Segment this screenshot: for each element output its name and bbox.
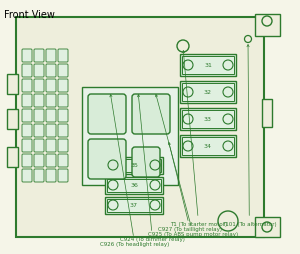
Bar — [182, 84, 234, 102]
FancyBboxPatch shape — [46, 50, 56, 63]
FancyBboxPatch shape — [46, 154, 56, 167]
FancyBboxPatch shape — [22, 154, 32, 167]
FancyBboxPatch shape — [34, 95, 44, 108]
FancyBboxPatch shape — [46, 65, 56, 78]
FancyBboxPatch shape — [132, 95, 170, 134]
FancyBboxPatch shape — [58, 50, 68, 63]
FancyBboxPatch shape — [46, 95, 56, 108]
FancyBboxPatch shape — [46, 109, 56, 122]
FancyBboxPatch shape — [132, 147, 160, 177]
FancyBboxPatch shape — [34, 50, 44, 63]
Bar — [7, 147, 18, 167]
Bar — [262, 100, 272, 128]
FancyBboxPatch shape — [34, 65, 44, 78]
Text: C926 (To headlight relay): C926 (To headlight relay) — [100, 95, 169, 246]
Text: T1 (To starter motor): T1 (To starter motor) — [170, 51, 227, 226]
FancyBboxPatch shape — [22, 139, 32, 152]
FancyBboxPatch shape — [58, 109, 68, 122]
Text: 33: 33 — [204, 117, 212, 122]
Text: C925 (To ABS pump motor relay): C925 (To ABS pump motor relay) — [148, 95, 238, 236]
Bar — [180, 108, 236, 131]
FancyBboxPatch shape — [46, 139, 56, 152]
Text: 31: 31 — [204, 63, 212, 68]
Bar — [105, 157, 163, 174]
Bar — [182, 110, 234, 129]
FancyBboxPatch shape — [22, 80, 32, 93]
Bar — [180, 82, 236, 104]
Text: 37: 37 — [130, 203, 138, 208]
FancyBboxPatch shape — [22, 95, 32, 108]
FancyBboxPatch shape — [34, 154, 44, 167]
FancyBboxPatch shape — [58, 139, 68, 152]
Bar — [180, 55, 236, 77]
Bar — [82, 88, 178, 185]
FancyBboxPatch shape — [58, 80, 68, 93]
Bar — [255, 217, 280, 237]
Bar — [107, 159, 161, 172]
FancyBboxPatch shape — [58, 65, 68, 78]
Text: Front View: Front View — [4, 10, 55, 20]
Text: T101 (To alternator): T101 (To alternator) — [222, 45, 277, 226]
FancyBboxPatch shape — [34, 139, 44, 152]
Bar — [107, 179, 161, 192]
Bar — [255, 15, 280, 37]
FancyBboxPatch shape — [46, 80, 56, 93]
FancyBboxPatch shape — [34, 109, 44, 122]
Bar — [182, 57, 234, 75]
FancyBboxPatch shape — [22, 169, 32, 182]
FancyBboxPatch shape — [22, 124, 32, 137]
FancyBboxPatch shape — [58, 95, 68, 108]
FancyBboxPatch shape — [22, 109, 32, 122]
Bar — [7, 109, 18, 130]
FancyBboxPatch shape — [22, 50, 32, 63]
FancyBboxPatch shape — [46, 124, 56, 137]
FancyBboxPatch shape — [58, 124, 68, 137]
FancyBboxPatch shape — [46, 169, 56, 182]
FancyBboxPatch shape — [58, 154, 68, 167]
FancyBboxPatch shape — [34, 80, 44, 93]
Text: 34: 34 — [204, 144, 212, 149]
FancyBboxPatch shape — [22, 65, 32, 78]
Bar — [105, 177, 163, 194]
FancyBboxPatch shape — [58, 169, 68, 182]
Bar — [105, 197, 163, 214]
Text: C924 (To dimmer relay): C924 (To dimmer relay) — [120, 95, 185, 241]
Text: 36: 36 — [130, 183, 138, 188]
FancyBboxPatch shape — [34, 124, 44, 137]
Bar — [7, 75, 18, 95]
Text: 35: 35 — [130, 163, 138, 168]
Bar — [180, 135, 236, 157]
FancyBboxPatch shape — [34, 169, 44, 182]
FancyBboxPatch shape — [88, 95, 126, 134]
Bar — [182, 137, 234, 155]
Bar — [107, 199, 161, 212]
Bar — [16, 18, 264, 237]
FancyBboxPatch shape — [88, 139, 126, 179]
Text: 32: 32 — [204, 90, 212, 95]
Text: C927 (To taillight relay): C927 (To taillight relay) — [158, 143, 222, 231]
